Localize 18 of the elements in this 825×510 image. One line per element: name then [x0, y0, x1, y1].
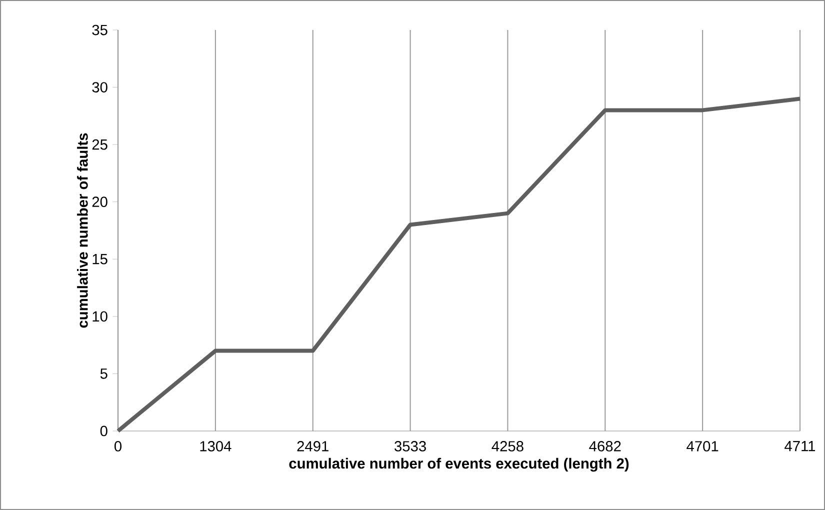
x-tick-label: 0	[114, 441, 122, 452]
x-tick-label: 2491	[297, 441, 328, 452]
x-tick-label: 4711	[784, 441, 816, 452]
y-tick-label: 10	[92, 311, 108, 322]
y-axis-title: cumulative number of faults	[77, 133, 88, 328]
y-tick-label: 15	[92, 254, 108, 264]
y-tick-label: 5	[100, 368, 108, 379]
y-tick-label: 25	[92, 139, 108, 150]
y-tick-label: 20	[92, 196, 108, 208]
x-tick-label: 4682	[589, 441, 621, 452]
x-tick-label: 4258	[492, 441, 524, 452]
x-tick-label: 4701	[686, 441, 718, 452]
x-tick-label: 3533	[394, 441, 426, 452]
y-tick-label: 35	[92, 24, 108, 36]
y-tick-label: 30	[92, 82, 108, 92]
x-tick-label: 1304	[200, 441, 232, 452]
x-axis-title: cumulative number of events executed (length 2)	[289, 458, 629, 472]
y-tick-label: 0	[100, 426, 108, 436]
